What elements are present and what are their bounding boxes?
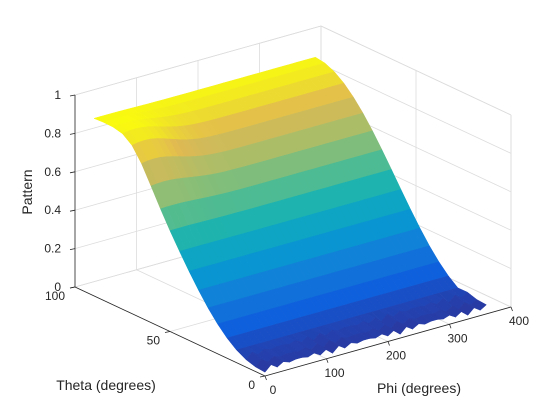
x-tick-mark xyxy=(264,375,267,381)
y-tick-mark xyxy=(164,331,171,333)
y-axis-label: Theta (degrees) xyxy=(56,377,156,393)
y-tick-mark xyxy=(259,375,266,378)
surface-patch xyxy=(255,359,272,373)
z-tick-label: 0.4 xyxy=(44,203,61,217)
y-tick-label: 100 xyxy=(45,289,65,303)
surface-mesh xyxy=(93,56,487,373)
x-tick-label: 0 xyxy=(270,383,277,397)
x-tick-label: 100 xyxy=(324,366,344,380)
z-axis-label: Pattern xyxy=(19,169,35,214)
x-tick-label: 300 xyxy=(447,331,467,345)
y-tick-label: 50 xyxy=(147,334,161,348)
z-tick-label: 0 xyxy=(54,280,61,294)
y-tick-label: 0 xyxy=(248,378,255,392)
grid-line xyxy=(320,64,512,154)
z-tick-label: 0.2 xyxy=(44,242,61,256)
z-tick-mark xyxy=(69,248,76,250)
box-edge xyxy=(74,25,322,96)
z-tick-label: 0.6 xyxy=(44,165,61,179)
z-tick-mark xyxy=(69,171,76,174)
z-tick-label: 1 xyxy=(54,88,61,102)
x-tick-label: 200 xyxy=(386,349,406,363)
x-tick-mark xyxy=(449,324,452,329)
z-tick-mark xyxy=(69,286,76,289)
z-tick-mark xyxy=(69,209,76,212)
x-tick-label: 400 xyxy=(509,314,529,328)
x-tick-mark xyxy=(387,341,390,346)
z-tick-mark xyxy=(69,133,76,135)
box-edge xyxy=(320,25,512,116)
x-tick-mark xyxy=(510,306,513,312)
z-tick-label: 0.8 xyxy=(44,126,61,140)
x-axis-label: Phi (degrees) xyxy=(377,380,461,396)
z-tick-mark xyxy=(69,94,76,97)
x-tick-mark xyxy=(326,358,329,363)
